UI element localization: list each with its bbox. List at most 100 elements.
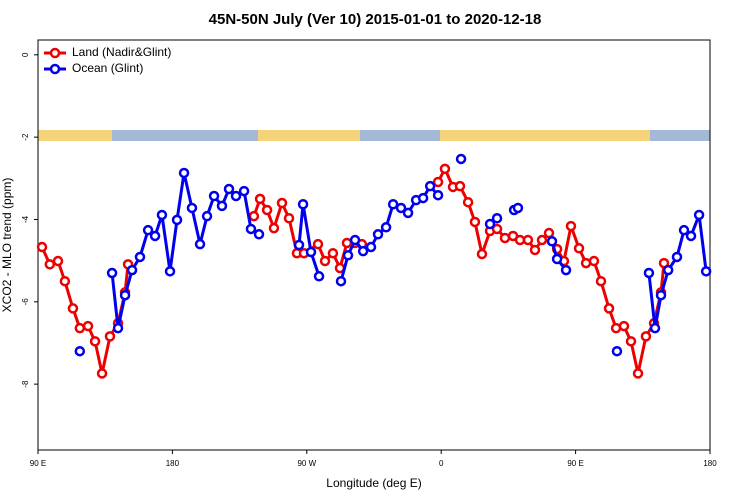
data-point — [476, 248, 488, 260]
data-point — [245, 223, 257, 235]
land-strip — [440, 130, 650, 141]
land-strip — [258, 130, 360, 141]
data-point — [693, 209, 705, 221]
legend-label: Land (Nadir&Glint) — [72, 45, 171, 59]
data-point — [469, 216, 481, 228]
data-point — [439, 163, 451, 175]
surface-strip — [38, 130, 710, 141]
data-point — [402, 207, 414, 219]
series-line — [297, 204, 321, 277]
data-point — [254, 193, 266, 205]
data-point — [305, 246, 317, 258]
data-point — [685, 230, 697, 242]
chart-title: 45N-50N July (Ver 10) 2015-01-01 to 2020… — [209, 11, 542, 28]
data-point — [395, 202, 407, 214]
data-point — [106, 267, 118, 279]
data-point — [365, 241, 377, 253]
y-tick-label: -6 — [21, 298, 30, 306]
y-tick-label: -2 — [21, 133, 30, 141]
data-point — [417, 192, 429, 204]
data-point — [529, 244, 541, 256]
data-point — [36, 241, 48, 253]
data-point — [156, 209, 168, 221]
data-point — [293, 239, 305, 251]
x-tick-label: 0 — [439, 459, 444, 468]
data-point — [700, 266, 712, 277]
land-strip — [38, 130, 112, 141]
x-axis-label: Longitude (deg E) — [326, 476, 421, 490]
data-point — [655, 289, 667, 301]
data-point — [432, 189, 444, 201]
data-point — [335, 275, 347, 287]
data-point — [342, 250, 354, 261]
data-point — [248, 210, 260, 222]
data-point — [349, 234, 361, 246]
data-point — [595, 275, 607, 287]
y-axis-label: XCO2 - MLO trend (ppm) — [0, 178, 14, 313]
data-point — [82, 320, 94, 332]
y-tick-label: 0 — [21, 52, 30, 57]
data-point — [126, 264, 138, 276]
data-point — [253, 229, 265, 240]
data-point — [297, 198, 309, 210]
data-point — [230, 190, 242, 202]
data-point — [522, 234, 534, 246]
data-point — [649, 322, 661, 334]
data-point — [89, 336, 101, 347]
data-point — [268, 222, 280, 234]
data-point — [662, 264, 674, 276]
data-point — [455, 153, 467, 165]
data-point — [491, 212, 503, 224]
data-point — [238, 185, 250, 197]
data-point — [560, 264, 572, 276]
data-point — [632, 368, 644, 379]
x-tick-label: 90 W — [297, 459, 316, 468]
data-point — [536, 234, 548, 246]
x-tick-label: 180 — [166, 459, 180, 468]
data-point — [618, 320, 630, 332]
data-point — [603, 303, 615, 314]
data-point — [312, 238, 324, 250]
data-point — [164, 266, 176, 277]
data-point — [44, 259, 56, 270]
data-point — [372, 229, 384, 240]
data-point — [454, 180, 466, 192]
data-point — [588, 255, 600, 267]
data-point — [611, 345, 623, 357]
y-tick-label: -4 — [21, 215, 30, 223]
data-point — [134, 251, 146, 263]
data-point — [59, 275, 71, 287]
data-point — [484, 218, 496, 230]
data-point — [565, 220, 577, 232]
data-point — [171, 214, 183, 226]
x-tick-label: 90 E — [567, 459, 583, 468]
data-point — [119, 289, 131, 301]
data-point — [678, 224, 690, 236]
data-point — [380, 222, 392, 233]
y-tick-label: -8 — [21, 380, 30, 388]
data-point — [96, 368, 108, 379]
data-point — [551, 253, 563, 265]
x-tick-label: 180 — [703, 459, 717, 468]
x-tick-label: 90 E — [30, 459, 46, 468]
data-point — [640, 331, 652, 342]
data-point — [643, 267, 655, 279]
data-point — [387, 198, 399, 210]
data-point — [178, 167, 190, 179]
data-point — [149, 230, 161, 242]
data-point — [74, 322, 86, 334]
data-point — [208, 190, 220, 202]
data-point — [283, 212, 295, 224]
data-point — [512, 202, 524, 214]
series-line — [647, 214, 708, 329]
data-point — [216, 200, 228, 212]
legend-marker — [49, 63, 61, 75]
data-point — [313, 271, 325, 282]
data-point — [499, 232, 511, 244]
data-point — [74, 345, 86, 357]
data-point — [432, 176, 444, 188]
data-point — [201, 210, 213, 222]
data-point — [424, 180, 436, 192]
data-point — [573, 243, 585, 254]
